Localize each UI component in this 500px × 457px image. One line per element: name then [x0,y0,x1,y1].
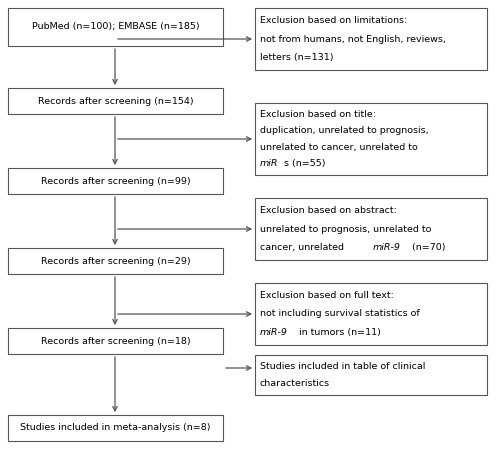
Bar [255,198,487,260]
Text: in tumors (n=11): in tumors (n=11) [296,328,381,337]
Text: s (n=55): s (n=55) [284,159,326,168]
Text: miR-9: miR-9 [260,328,288,337]
Bar [255,355,487,395]
Text: miR-9: miR-9 [373,243,401,252]
Bar [8,415,223,441]
Text: Records after screening (n=29): Records after screening (n=29) [40,256,190,266]
Text: Records after screening (n=18): Records after screening (n=18) [40,336,190,345]
Bar [255,283,487,345]
Text: duplication, unrelated to prognosis,: duplication, unrelated to prognosis, [260,126,428,135]
Text: (n=70): (n=70) [409,243,446,252]
Bar [255,8,487,70]
Bar [8,88,223,114]
Text: Exclusion based on full text:: Exclusion based on full text: [260,291,394,300]
Bar [255,103,487,175]
Text: unrelated to prognosis, unrelated to: unrelated to prognosis, unrelated to [260,224,432,234]
Text: letters (n=131): letters (n=131) [260,53,334,62]
Text: miR: miR [260,159,278,168]
Text: Records after screening (n=99): Records after screening (n=99) [40,176,190,186]
Text: not from humans, not English, reviews,: not from humans, not English, reviews, [260,34,446,43]
Text: Exclusion based on title:: Exclusion based on title: [260,110,376,119]
Text: cancer, unrelated: cancer, unrelated [260,243,347,252]
Text: PubMed (n=100); EMBASE (n=185): PubMed (n=100); EMBASE (n=185) [32,22,200,32]
Text: Studies included in table of clinical: Studies included in table of clinical [260,362,426,371]
Text: Records after screening (n=154): Records after screening (n=154) [38,96,194,106]
Text: not including survival statistics of: not including survival statistics of [260,309,420,319]
Text: unrelated to cancer, unrelated to: unrelated to cancer, unrelated to [260,143,418,152]
Text: characteristics: characteristics [260,379,330,388]
Bar [8,168,223,194]
Text: Studies included in meta-analysis (n=8): Studies included in meta-analysis (n=8) [20,424,211,432]
Bar [8,8,223,46]
Text: Exclusion based on abstract:: Exclusion based on abstract: [260,206,397,215]
Text: Exclusion based on limitations:: Exclusion based on limitations: [260,16,407,25]
Bar [8,328,223,354]
Bar [8,248,223,274]
